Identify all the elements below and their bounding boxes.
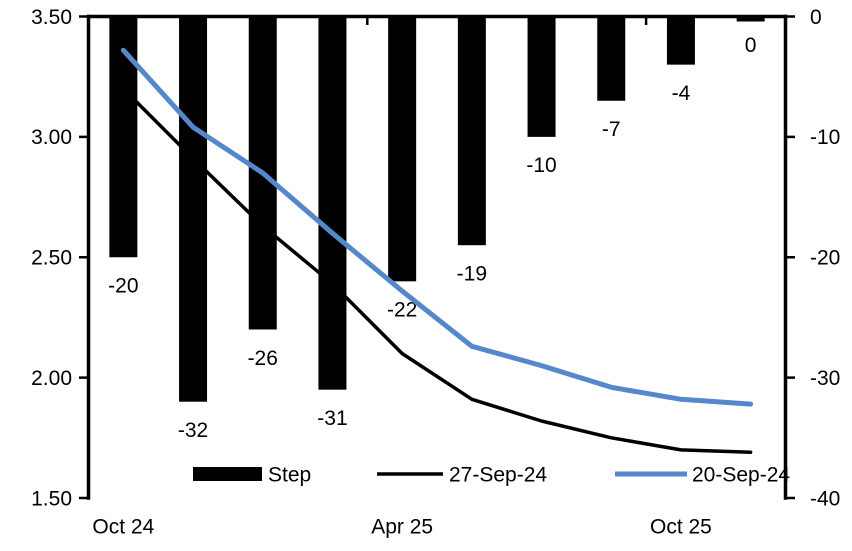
bar-data-label-7: -7: [602, 118, 621, 141]
bar-data-label-0: -20: [108, 275, 138, 298]
bar-data-label-1: -32: [178, 419, 208, 442]
bar-data-label-2: -26: [248, 347, 278, 370]
line-series-27-Sep-24: [121, 86, 753, 455]
x-axis-label-2: Oct 25: [650, 515, 712, 538]
legend-label-Step: Step: [268, 463, 311, 486]
right-axis-tick-label: 0: [810, 6, 822, 29]
left-axis-tick-label: 2.50: [31, 247, 72, 270]
left-axis-tick-label: 3.00: [31, 126, 72, 149]
x-axis-label-1: Apr 25: [371, 515, 433, 538]
left-axis-tick-label: 3.50: [31, 6, 72, 29]
right-axis-tick-label: -30: [810, 367, 840, 390]
bar-step-1: [179, 16, 208, 402]
bar-step-7: [597, 16, 626, 101]
legend-label-20-Sep-24: 20-Sep-24: [692, 463, 790, 486]
bar-step-3: [318, 16, 347, 390]
x-axis-label-0: Oct 24: [92, 515, 154, 538]
bar-data-label-3: -31: [317, 407, 347, 430]
bar-step-9: [736, 16, 765, 22]
legend-label-27-Sep-24: 27-Sep-24: [449, 463, 547, 486]
bar-step-8: [666, 16, 695, 65]
bar-step-0: [109, 16, 138, 258]
bar-step-5: [457, 16, 486, 246]
right-axis-tick-label: -40: [810, 487, 840, 510]
right-axis-tick-label: -20: [810, 247, 840, 270]
bar-data-label-4: -22: [387, 299, 417, 322]
legend-swatch-bar: [193, 467, 262, 481]
left-axis-tick-label: 1.50: [31, 487, 72, 510]
bar-step-6: [527, 16, 556, 137]
left-axis-tick-label: 2.00: [31, 367, 72, 390]
bar-data-label-9: 0: [745, 34, 757, 57]
bar-data-label-6: -10: [526, 154, 556, 177]
line-series-20-Sep-24: [120, 47, 754, 407]
right-axis-tick-label: -10: [810, 126, 840, 149]
bar-step-4: [388, 16, 417, 282]
bar-data-label-8: -4: [672, 82, 691, 105]
bar-data-label-5: -19: [457, 263, 487, 286]
